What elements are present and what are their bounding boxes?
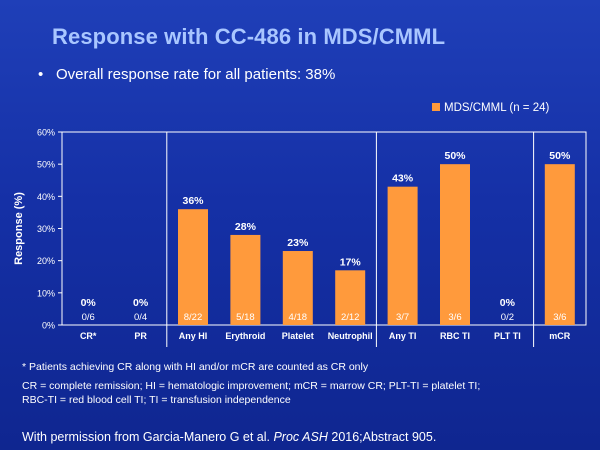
bullet-text: Overall response rate for all patients: … [56,66,336,83]
y-tick-label: 0% [42,321,55,331]
bar-fraction-label: 4/18 [289,312,308,323]
bar-value-label: 50% [444,150,466,162]
bar-value-label: 50% [549,150,571,162]
bar-fraction-label: 0/6 [82,312,95,323]
overall-response-bullet: • Overall response rate for all patients:… [38,66,335,83]
slide-title: Response with CC-486 in MDS/CMML [52,24,446,49]
bar-mcr [544,164,575,325]
bullet-marker: • [38,66,44,83]
x-tick-label: Platelet [282,331,314,341]
bar-any-hi [178,209,208,325]
y-tick-label: 50% [37,160,55,170]
bar-neutrophil [335,270,366,325]
bar-value-label: 23% [287,237,309,249]
x-tick-label: Neutrophil [328,331,373,341]
y-tick-label: 40% [37,192,55,202]
y-axis-label: Response (%) [13,192,25,265]
x-tick-label: mCR [549,331,571,341]
legend-label: MDS/CMML (n = 24) [444,102,550,114]
legend-swatch [432,103,440,111]
footnote: * Patients achieving CR along with HI an… [22,361,369,373]
x-tick-label: PR [134,331,147,341]
abbreviations: CR = complete remission; HI = hematologi… [22,379,582,407]
bar-value-label: 0% [81,297,97,309]
x-tick-label: CR* [80,331,97,341]
bar-fraction-label: 5/18 [236,312,255,323]
bar-platelet [282,251,313,325]
bar-value-label: 43% [392,173,414,185]
y-tick-label: 10% [37,288,55,298]
y-tick-label: 60% [37,128,55,138]
y-tick-label: 30% [37,224,55,234]
bar-value-label: 0% [133,297,149,309]
bar-fraction-label: 0/4 [134,312,147,323]
x-tick-label: Any HI [179,331,208,341]
permission-prefix: With permission from Garcia-Manero G et … [22,430,274,444]
permission-suffix: 2016;Abstract 905. [327,430,437,444]
bar-fraction-label: 3/7 [396,312,409,323]
bar-fraction-label: 8/22 [184,312,203,323]
permission-journal: Proc ASH [273,430,328,444]
x-tick-label: PLT TI [494,331,521,341]
bar-fraction-label: 3/6 [448,312,461,323]
bar-value-label: 28% [235,221,257,233]
x-tick-label: Erythroid [225,331,265,341]
bar-any-ti [387,186,418,325]
bar-fraction-label: 3/6 [553,312,566,323]
bar-fraction-label: 2/12 [341,312,360,323]
abbreviations-line-1: CR = complete remission; HI = hematologi… [22,380,481,392]
bar-value-label: 17% [340,256,362,268]
bar-value-label: 0% [500,297,516,309]
bar-erythroid [230,234,261,325]
abbreviations-line-2: RBC-TI = red blood cell TI; TI = transfu… [22,394,291,406]
y-tick-label: 20% [37,256,55,266]
bar-fraction-label: 0/2 [501,312,514,323]
x-tick-label: RBC TI [440,331,470,341]
bar-value-label: 36% [182,195,204,207]
permission-citation: With permission from Garcia-Manero G et … [22,430,436,444]
bar-rbc-ti [440,164,470,325]
x-tick-label: Any TI [389,331,417,341]
